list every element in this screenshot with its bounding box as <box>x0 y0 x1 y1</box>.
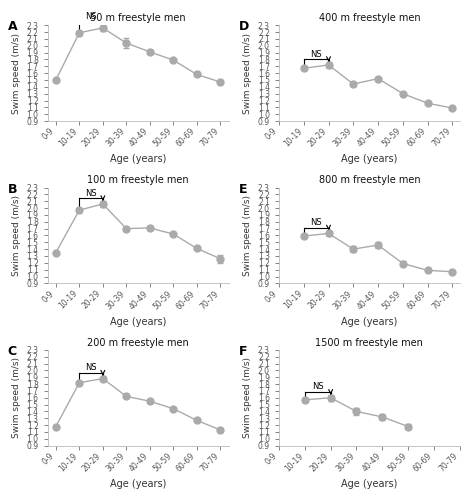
Text: C: C <box>8 345 17 358</box>
X-axis label: Age (years): Age (years) <box>110 154 166 164</box>
Text: D: D <box>239 20 249 34</box>
X-axis label: Age (years): Age (years) <box>110 316 166 326</box>
Title: 50 m freestyle men: 50 m freestyle men <box>90 13 186 23</box>
Title: 800 m freestyle men: 800 m freestyle men <box>318 176 420 186</box>
X-axis label: Age (years): Age (years) <box>341 154 398 164</box>
Text: A: A <box>8 20 17 34</box>
Y-axis label: Swim speed (m/s): Swim speed (m/s) <box>12 32 21 114</box>
Y-axis label: Swim speed (m/s): Swim speed (m/s) <box>243 358 252 438</box>
Text: F: F <box>239 345 248 358</box>
X-axis label: Age (years): Age (years) <box>110 479 166 489</box>
Text: NS: NS <box>85 12 97 21</box>
Title: 200 m freestyle men: 200 m freestyle men <box>87 338 189 347</box>
Text: NS: NS <box>85 363 97 372</box>
Text: E: E <box>239 182 248 196</box>
Title: 400 m freestyle men: 400 m freestyle men <box>318 13 420 23</box>
Y-axis label: Swim speed (m/s): Swim speed (m/s) <box>243 195 252 276</box>
Text: NS: NS <box>310 218 322 227</box>
Text: B: B <box>8 182 17 196</box>
Y-axis label: Swim speed (m/s): Swim speed (m/s) <box>243 32 252 114</box>
Text: NS: NS <box>310 50 322 58</box>
X-axis label: Age (years): Age (years) <box>341 316 398 326</box>
Title: 1500 m freestyle men: 1500 m freestyle men <box>316 338 423 347</box>
Text: NS: NS <box>85 188 97 198</box>
Text: NS: NS <box>312 382 324 392</box>
Y-axis label: Swim speed (m/s): Swim speed (m/s) <box>12 358 21 438</box>
Y-axis label: Swim speed (m/s): Swim speed (m/s) <box>12 195 21 276</box>
X-axis label: Age (years): Age (years) <box>341 479 398 489</box>
Title: 100 m freestyle men: 100 m freestyle men <box>87 176 189 186</box>
